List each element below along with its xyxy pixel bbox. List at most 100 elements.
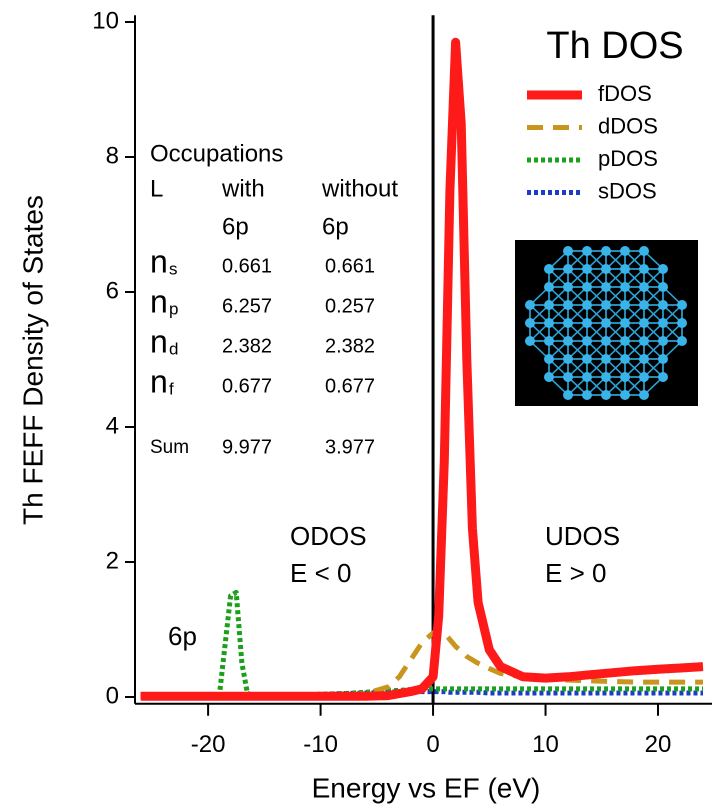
- table-cell: 0.677: [325, 375, 375, 397]
- row-symbol: n: [150, 243, 168, 279]
- inset-atom: [544, 318, 554, 328]
- row-subscript: d: [169, 339, 178, 358]
- table-header: with: [221, 175, 265, 202]
- x-tick-label: -10: [303, 731, 338, 758]
- table-cell: 0.661: [325, 255, 375, 277]
- inset-atom: [544, 264, 554, 274]
- inset-atom: [658, 336, 668, 346]
- inset-atom: [658, 318, 668, 328]
- inset-atom: [544, 354, 554, 364]
- inset-atom: [544, 372, 554, 382]
- annotation: ODOS: [290, 521, 367, 551]
- inset-atom: [639, 354, 649, 364]
- legend-label: fDOS: [598, 81, 652, 106]
- inset-atom: [658, 354, 668, 364]
- inset-atom: [563, 336, 573, 346]
- table-cell: 0.661: [222, 255, 272, 277]
- inset-atom: [639, 318, 649, 328]
- inset-atom: [544, 336, 554, 346]
- inset-atom: [620, 300, 630, 310]
- inset-atom: [620, 354, 630, 364]
- inset-atom: [620, 318, 630, 328]
- table-cell: 0.257: [325, 295, 375, 317]
- inset-atom: [677, 300, 687, 310]
- inset-atom: [582, 264, 592, 274]
- table-cell: 2.382: [222, 335, 272, 357]
- row-subscript: p: [169, 299, 178, 318]
- inset-atom: [563, 300, 573, 310]
- inset-atom: [677, 318, 687, 328]
- inset-atom: [658, 300, 668, 310]
- inset-atom: [639, 264, 649, 274]
- row-subscript: f: [169, 379, 174, 398]
- inset-atom: [582, 390, 592, 400]
- inset-atom: [525, 300, 535, 310]
- inset-atom: [563, 246, 573, 256]
- chart: Th FEFF Density of States Energy vs EF (…: [0, 0, 720, 808]
- inset-atom: [601, 390, 611, 400]
- x-tick-label: 20: [645, 731, 672, 758]
- inset-atom: [582, 372, 592, 382]
- y-tick-label: 2: [106, 547, 119, 574]
- inset-atom: [601, 246, 611, 256]
- legend-label: dDOS: [598, 113, 658, 138]
- annotation: E > 0: [545, 558, 606, 588]
- inset-atom: [563, 318, 573, 328]
- inset-atom: [639, 336, 649, 346]
- table-header: L: [150, 175, 163, 202]
- inset-atom: [639, 300, 649, 310]
- table-title: Occupations: [150, 140, 283, 167]
- inset-atom: [639, 282, 649, 292]
- inset-atom: [582, 282, 592, 292]
- inset-atom: [620, 264, 630, 274]
- x-tick-label: 0: [426, 731, 439, 758]
- y-tick-label: 6: [106, 277, 119, 304]
- y-tick-label: 8: [106, 142, 119, 169]
- y-tick-label: 0: [106, 682, 119, 709]
- sum-label: Sum: [150, 437, 189, 458]
- inset-atom: [620, 372, 630, 382]
- inset-atom: [582, 354, 592, 364]
- inset-atom: [601, 354, 611, 364]
- inset-atom: [563, 282, 573, 292]
- structure-inset: [515, 240, 698, 406]
- inset-atom: [601, 318, 611, 328]
- annotation: 6p: [168, 621, 197, 651]
- inset-atom: [563, 264, 573, 274]
- table-header: without: [321, 175, 398, 202]
- x-tick-label: -20: [191, 731, 226, 758]
- table-cell: 2.382: [325, 335, 375, 357]
- y-axis-label: Th FEFF Density of States: [17, 195, 48, 525]
- inset-atom: [582, 336, 592, 346]
- y-tick-label: 10: [92, 7, 119, 34]
- inset-atom: [582, 318, 592, 328]
- inset-atom: [658, 264, 668, 274]
- inset-atom: [601, 282, 611, 292]
- annotation: E < 0: [290, 558, 351, 588]
- table-cell: 9.977: [222, 436, 272, 458]
- table-header: 6p: [322, 213, 349, 240]
- inset-atom: [582, 246, 592, 256]
- inset-atom: [544, 300, 554, 310]
- inset-atom: [563, 354, 573, 364]
- inset-atom: [639, 246, 649, 256]
- table-header: 6p: [222, 213, 249, 240]
- inset-atom: [639, 390, 649, 400]
- inset-atom: [601, 372, 611, 382]
- annotation: UDOS: [545, 521, 620, 551]
- x-tick-label: 10: [532, 731, 559, 758]
- inset-atom: [601, 336, 611, 346]
- inset-atom: [620, 282, 630, 292]
- inset-atom: [525, 336, 535, 346]
- row-symbol: n: [150, 283, 168, 319]
- inset-atom: [658, 282, 668, 292]
- row-symbol: n: [150, 323, 168, 359]
- legend-title: Th DOS: [546, 25, 683, 67]
- inset-atom: [582, 300, 592, 310]
- inset-atom: [677, 336, 687, 346]
- legend-label: pDOS: [598, 146, 658, 171]
- inset-atom: [620, 336, 630, 346]
- inset-atom: [620, 246, 630, 256]
- row-subscript: s: [169, 259, 178, 278]
- inset-atom: [658, 372, 668, 382]
